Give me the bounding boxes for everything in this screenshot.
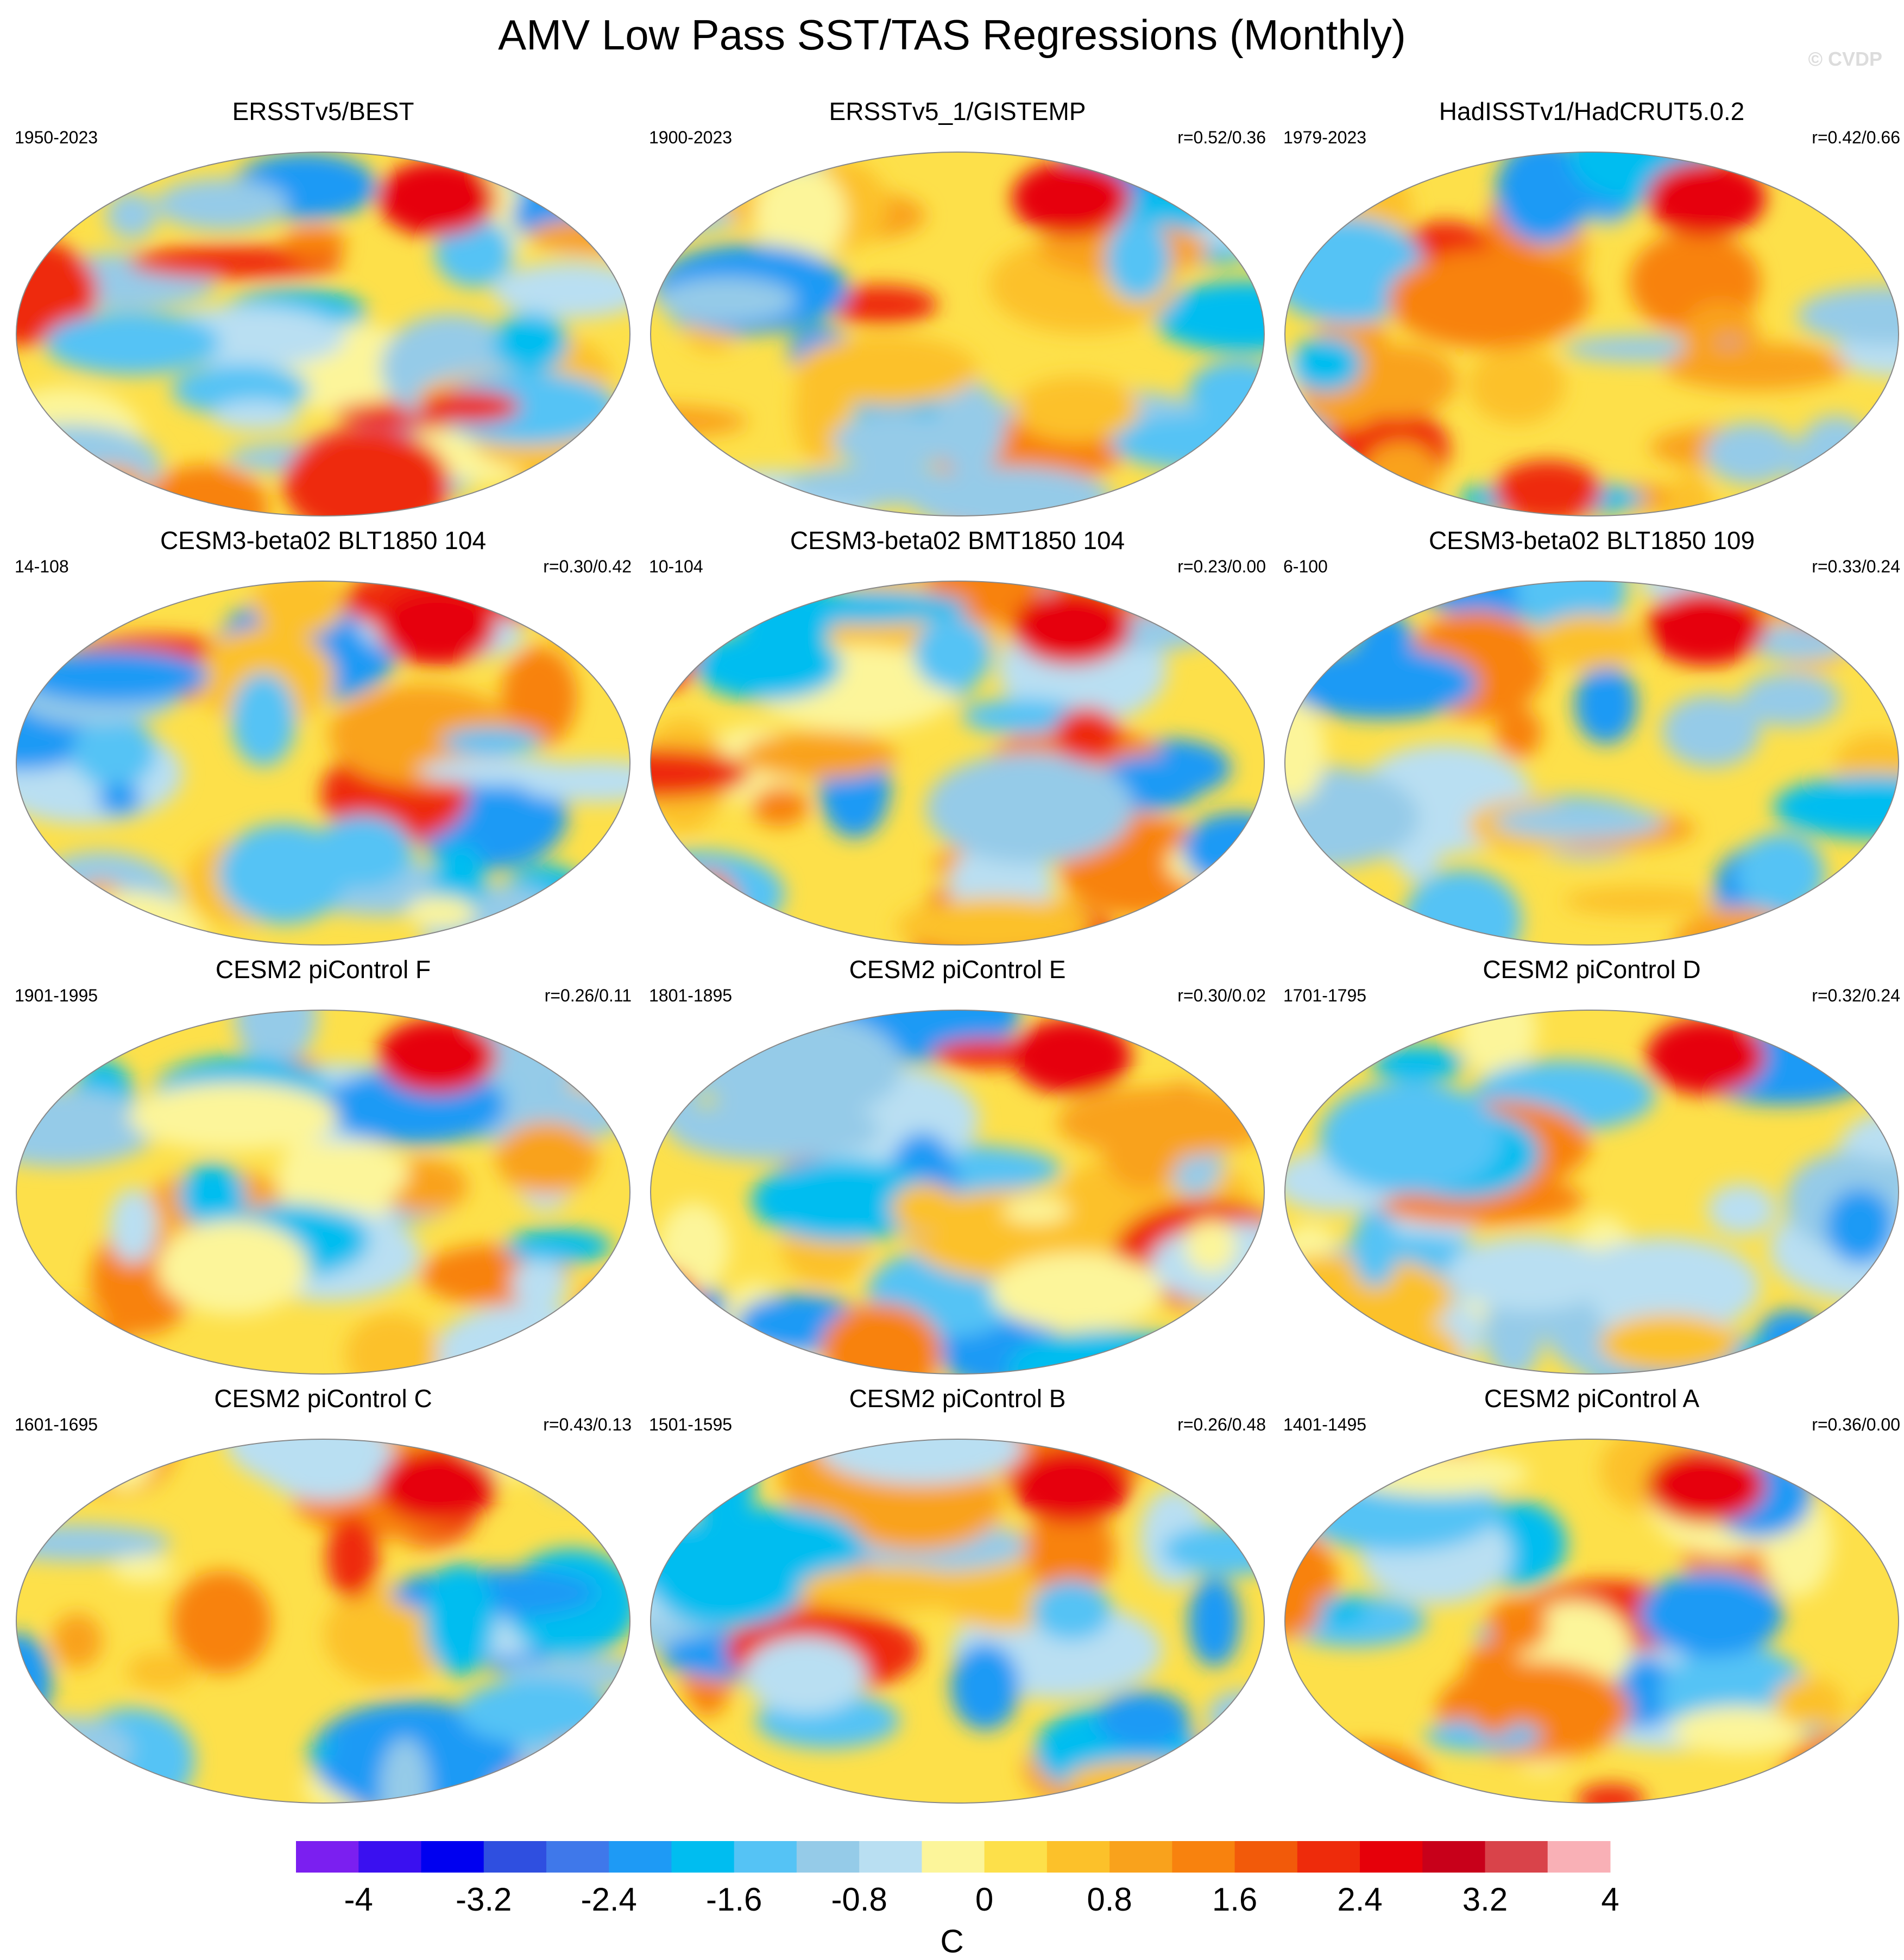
colorbar-swatch — [1297, 1841, 1360, 1873]
panel-correlation: r=0.33/0.24 — [1812, 557, 1900, 576]
panel-period: 1801-1895 — [649, 986, 733, 1005]
colorbar-tick-label: 3.2 — [1462, 1881, 1508, 1918]
panel-period: 1601-1695 — [15, 1415, 98, 1434]
panel-period: 1401-1495 — [1283, 1415, 1367, 1434]
colorbar-swatch — [1360, 1841, 1423, 1873]
map-panel: CESM2 piControl D 1701-1795 r=0.32/0.24 — [1277, 953, 1904, 1377]
colorbar-swatch — [922, 1841, 985, 1873]
world-map-projection — [1284, 1010, 1899, 1375]
colorbar-swatch — [421, 1841, 484, 1873]
map-panel: CESM3-beta02 BMT1850 104 10-104 r=0.23/0.0… — [642, 524, 1272, 948]
colorbar-swatch — [1485, 1841, 1548, 1873]
colorbar-tick-label: -3.2 — [456, 1881, 512, 1918]
map-panel: CESM3-beta02 BLT1850 109 6-100 r=0.33/0.24 — [1277, 524, 1904, 948]
panel-period: 6-100 — [1283, 557, 1328, 576]
world-map-projection — [16, 152, 631, 516]
panel-title: CESM2 piControl F — [215, 955, 431, 984]
world-map-projection — [650, 581, 1265, 946]
world-map-projection — [650, 152, 1265, 516]
colorbar-tick-label: 4 — [1601, 1881, 1619, 1918]
panel-title: ERSSTv5/BEST — [232, 97, 414, 125]
colorbar-swatch — [984, 1841, 1048, 1873]
panel-period: 1701-1795 — [1283, 986, 1367, 1005]
colorbar-swatch — [1547, 1841, 1611, 1873]
colorbar-swatch — [546, 1841, 609, 1873]
colorbar-swatch — [296, 1841, 359, 1873]
colorbar-swatch — [358, 1841, 421, 1873]
map-panel: ERSSTv5/BEST 1950-2023 — [8, 95, 638, 519]
panel-correlation: r=0.43/0.13 — [543, 1415, 632, 1434]
map-panel: CESM3-beta02 BLT1850 104 14-108 r=0.30/0.4… — [8, 524, 638, 948]
world-map-projection — [1284, 152, 1899, 516]
panel-title: CESM2 piControl A — [1484, 1384, 1700, 1413]
panel-title: CESM2 piControl E — [849, 955, 1066, 984]
colorbar-swatch — [483, 1841, 547, 1873]
colorbar-tick-label: 2.4 — [1337, 1881, 1382, 1918]
panel-period: 1900-2023 — [649, 128, 733, 147]
panel-correlation: r=0.30/0.02 — [1177, 986, 1266, 1005]
panel-title: ERSSTv5_1/GISTEMP — [829, 97, 1086, 125]
map-panel: CESM2 piControl B 1501-1595 r=0.26/0.48 — [642, 1382, 1272, 1806]
colorbar-tick-label: 1.6 — [1212, 1881, 1257, 1918]
colorbar-tick-label: -4 — [344, 1881, 373, 1918]
colorbar-tick-label: -1.6 — [706, 1881, 762, 1918]
panel-period: 1501-1595 — [649, 1415, 733, 1434]
colorbar-swatch — [1172, 1841, 1235, 1873]
panel-correlation: r=0.26/0.11 — [544, 986, 632, 1005]
panel-correlation: r=0.23/0.00 — [1177, 557, 1266, 576]
panel-correlation: r=0.52/0.36 — [1177, 128, 1266, 147]
colorbar-swatch — [1234, 1841, 1298, 1873]
panel-period: 14-108 — [15, 557, 69, 576]
panel-correlation: r=0.36/0.00 — [1812, 1415, 1900, 1434]
cvdp-watermark: © CVDP — [1808, 48, 1882, 70]
colorbar-swatch — [1422, 1841, 1486, 1873]
map-panel: HadISSTv1/HadCRUT5.0.2 1979-2023 r=0.42/0.… — [1277, 95, 1904, 519]
colorbar-tick-label: -0.8 — [831, 1881, 887, 1918]
world-map-projection — [16, 1010, 631, 1375]
colorbar-swatch — [734, 1841, 797, 1873]
world-map-projection — [1284, 1439, 1899, 1804]
map-panel: CESM2 piControl F 1901-1995 r=0.26/0.11 — [8, 953, 638, 1377]
panel-title: CESM2 piControl B — [849, 1384, 1066, 1413]
colorbar-swatch — [1109, 1841, 1172, 1873]
world-map-projection — [650, 1439, 1265, 1804]
colorbar-swatch — [859, 1841, 922, 1873]
colorbar: -4 -3.2 -2.4 -1.6 -0.8 0 0.8 1.6 2.4 3.2 4 — [296, 1841, 1619, 1918]
panel-correlation: r=0.26/0.48 — [1177, 1415, 1266, 1434]
world-map-projection — [1284, 581, 1899, 946]
colorbar-swatch — [671, 1841, 735, 1873]
map-panel: ERSSTv5_1/GISTEMP 1900-2023 r=0.52/0.36 — [642, 95, 1272, 519]
panel-title: CESM3-beta02 BMT1850 104 — [790, 526, 1125, 554]
panel-title: CESM2 piControl D — [1483, 955, 1701, 984]
map-panel: CESM2 piControl E 1801-1895 r=0.30/0.02 — [642, 953, 1272, 1377]
panel-period: 1979-2023 — [1283, 128, 1367, 147]
panel-title: CESM3-beta02 BLT1850 109 — [1428, 526, 1755, 554]
colorbar-tick-label: 0 — [975, 1881, 993, 1918]
world-map-projection — [650, 1010, 1265, 1375]
world-map-projection — [16, 1439, 631, 1804]
panel-period: 1901-1995 — [15, 986, 98, 1005]
colorbar-swatch — [1046, 1841, 1110, 1873]
panel-period: 1950-2023 — [15, 128, 98, 147]
colorbar-tick-label: 0.8 — [1087, 1881, 1132, 1918]
colorbar-unit-label: C — [940, 1923, 964, 1959]
colorbar-swatch — [796, 1841, 860, 1873]
panel-correlation: r=0.30/0.42 — [543, 557, 632, 576]
panel-correlation: r=0.42/0.66 — [1812, 128, 1900, 147]
panel-period: 10-104 — [649, 557, 703, 576]
panel-title: CESM3-beta02 BLT1850 104 — [160, 526, 487, 554]
panel-correlation: r=0.32/0.24 — [1812, 986, 1900, 1005]
map-panel: CESM2 piControl C 1601-1695 r=0.43/0.13 — [8, 1382, 638, 1806]
colorbar-swatch — [609, 1841, 672, 1873]
map-panel: CESM2 piControl A 1401-1495 r=0.36/0.00 — [1277, 1382, 1904, 1806]
world-map-projection — [16, 581, 631, 946]
figure-title: AMV Low Pass SST/TAS Regressions (Monthl… — [498, 11, 1406, 59]
panel-title: CESM2 piControl C — [214, 1384, 432, 1413]
panel-title: HadISSTv1/HadCRUT5.0.2 — [1439, 97, 1745, 125]
colorbar-tick-label: -2.4 — [581, 1881, 636, 1918]
